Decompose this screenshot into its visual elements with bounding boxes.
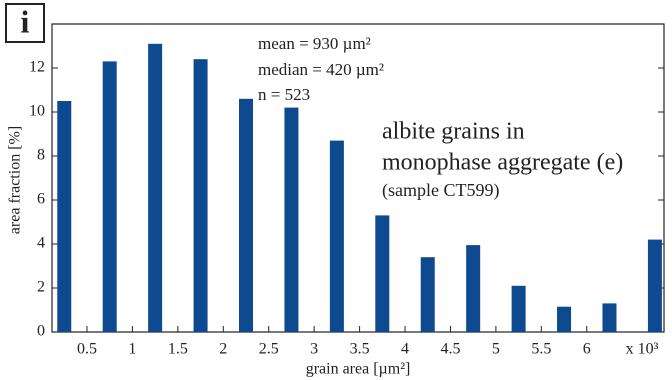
x-tick-label: 4.5 <box>440 341 460 358</box>
panel-box <box>5 3 45 43</box>
y-tick-label: 4 <box>37 235 45 252</box>
annotation: albite grains in <box>382 119 525 145</box>
y-tick-label: 6 <box>37 191 45 208</box>
x-tick-label: 5 <box>492 341 500 358</box>
annotation: mean = 930 µm² <box>258 34 371 53</box>
y-tick-label: 10 <box>29 103 45 120</box>
x-tick-label: 2.5 <box>259 341 279 358</box>
annotation: n = 523 <box>258 85 310 104</box>
bar <box>193 59 208 332</box>
x-tick-label: 3.5 <box>350 341 370 358</box>
panel-label: i <box>21 3 30 39</box>
bar <box>602 303 617 332</box>
bar <box>511 285 526 332</box>
y-tick-label: 2 <box>37 279 45 296</box>
x-tick-label: 2 <box>219 341 227 358</box>
annotation: median = 420 µm² <box>258 60 384 79</box>
x-axis-label: grain area [µm²] <box>306 361 411 378</box>
x-tick-label: 6 <box>583 341 591 358</box>
x-tick-label: 3 <box>310 341 318 358</box>
y-axis-label: area fraction [%] <box>7 126 24 234</box>
bar <box>375 215 390 332</box>
x-tick-label: 1 <box>128 341 136 358</box>
y-tick-label: 12 <box>29 59 45 76</box>
plot-frame <box>51 23 665 333</box>
x-tick-label: 1.5 <box>168 341 188 358</box>
bar <box>557 306 572 332</box>
x-multiplier: x 10³ <box>626 341 659 358</box>
bar <box>57 101 72 332</box>
x-tick-label: 0.5 <box>77 341 97 358</box>
bar <box>329 140 344 332</box>
annotation: (sample CT599) <box>382 180 499 201</box>
bar <box>102 61 117 333</box>
bar <box>284 107 299 332</box>
y-tick-label: 8 <box>37 147 45 164</box>
x-tick-label: 5.5 <box>531 341 551 358</box>
bar <box>148 43 163 333</box>
bar <box>647 239 662 332</box>
bar <box>239 98 254 332</box>
annotation: monophase aggregate (e) <box>382 150 623 176</box>
y-tick-label: 0 <box>37 323 45 340</box>
x-tick-label: 4 <box>401 341 409 358</box>
bar <box>466 245 481 332</box>
bar <box>420 257 435 332</box>
